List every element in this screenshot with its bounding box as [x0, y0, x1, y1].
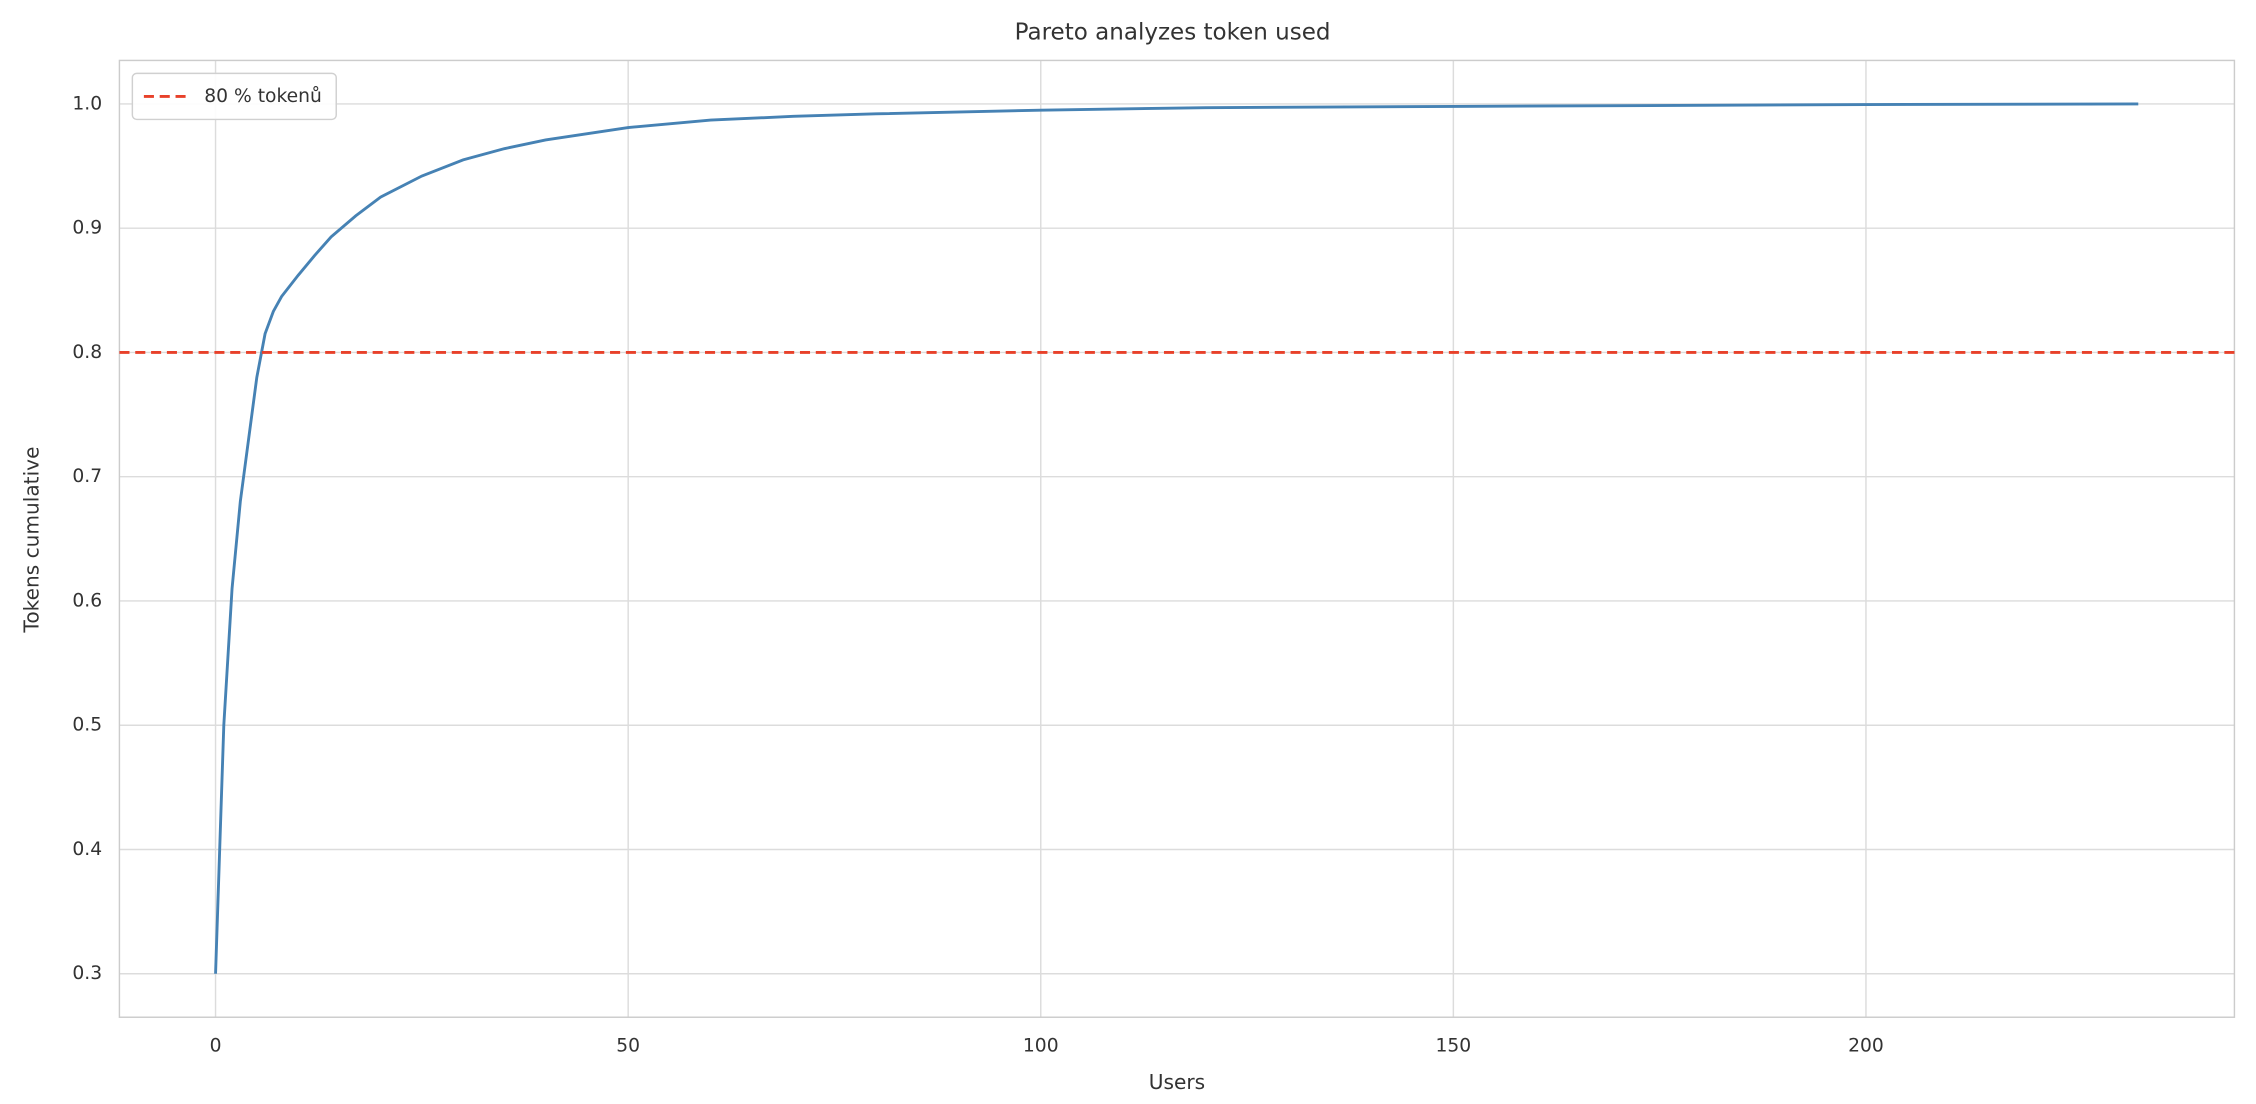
x-tick-label: 100 [1023, 1036, 1059, 1057]
y-tick-label: 0.4 [72, 839, 102, 860]
y-tick-label: 0.7 [72, 466, 102, 487]
x-axis-label: Users [1149, 1070, 1205, 1094]
y-tick-label: 0.6 [72, 590, 102, 611]
x-tick-label: 150 [1436, 1036, 1472, 1057]
x-tick-label: 0 [210, 1036, 222, 1057]
x-tick-label: 50 [616, 1036, 640, 1057]
y-tick-label: 1.0 [72, 93, 102, 114]
y-tick-label: 0.3 [72, 963, 102, 984]
plot-frame [118, 59, 2236, 1018]
legend-label: 80 % tokenů [204, 85, 322, 107]
x-tick-label: 200 [1848, 1036, 1884, 1057]
data-line [214, 102, 2139, 974]
legend-box [131, 72, 337, 121]
chart-title: Pareto analyzes token used [1015, 20, 1331, 46]
y-tick-label: 0.9 [72, 218, 102, 239]
y-tick-label: 0.8 [72, 342, 102, 363]
y-tick-label: 0.5 [72, 715, 102, 736]
y-axis-label: Tokens cumulative [20, 447, 44, 634]
